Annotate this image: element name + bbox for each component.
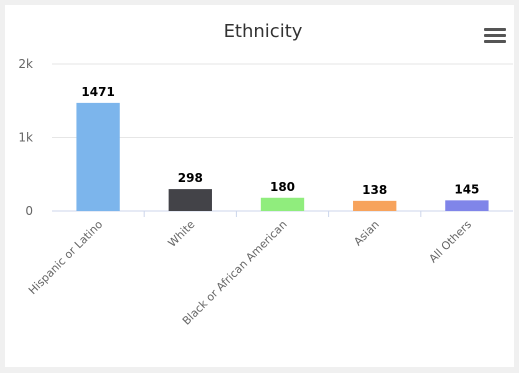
data-label: 1471 [81, 85, 114, 99]
y-tick-label: 0 [25, 204, 33, 218]
menu-line [484, 28, 506, 31]
x-tick-label: Black or African American [180, 218, 290, 328]
data-label: 180 [270, 180, 295, 194]
x-tick-label: Asian [351, 218, 381, 248]
bars [76, 102, 489, 211]
y-axis-ticks: 0 1k 2k [18, 57, 33, 218]
data-label: 138 [362, 183, 387, 197]
bar[interactable] [76, 102, 120, 211]
bar[interactable] [445, 200, 489, 211]
x-tick-label: All Others [427, 218, 475, 266]
y-tick-label: 1k [18, 131, 33, 145]
data-labels: 1471 298 180 138 145 [81, 85, 479, 197]
ethnicity-bar-chart: Ethnicity 0 1k 2k 1471 298 180 138 145 Hispani… [18, 21, 513, 328]
menu-line [484, 34, 506, 37]
bar[interactable] [353, 200, 397, 211]
bar[interactable] [168, 189, 212, 211]
bar[interactable] [260, 197, 305, 211]
x-tick-label: White [166, 218, 198, 250]
y-tick-label: 2k [18, 57, 33, 71]
data-label: 145 [454, 182, 479, 196]
chart-card: Ethnicity 0 1k 2k 1471 298 180 138 145 Hispani… [5, 5, 514, 367]
x-tick-label: Hispanic or Latino [26, 218, 105, 297]
hamburger-menu-icon[interactable] [484, 28, 506, 46]
menu-line [484, 40, 506, 43]
chart-title: Ethnicity [224, 21, 303, 42]
data-label: 298 [178, 171, 203, 185]
